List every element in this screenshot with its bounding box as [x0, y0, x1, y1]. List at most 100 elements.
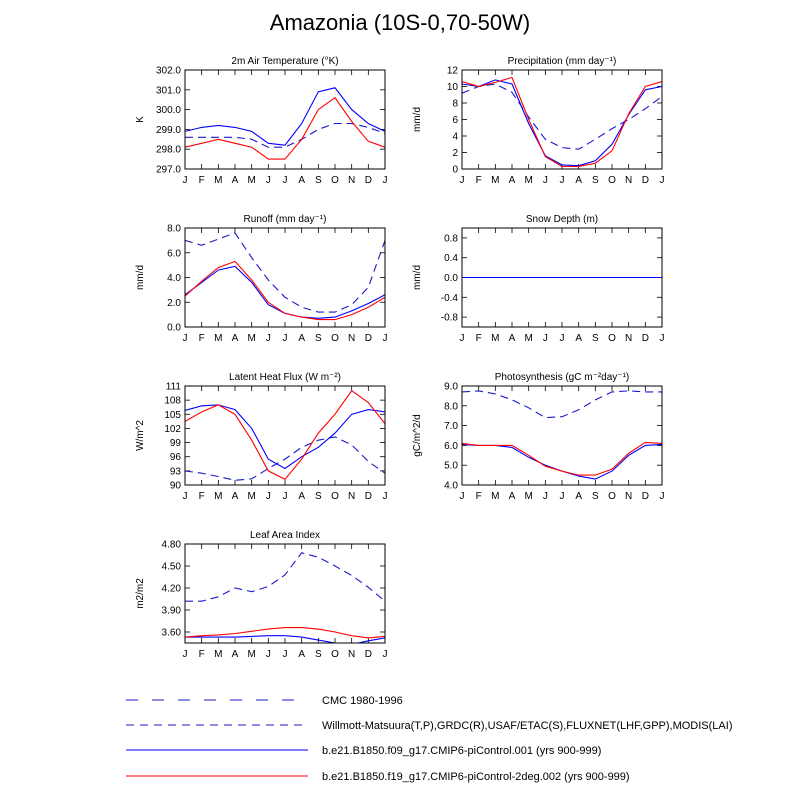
x-tick-label: A	[575, 175, 582, 186]
x-tick-label: F	[199, 333, 205, 344]
y-tick-label: 6	[452, 115, 458, 126]
x-tick-label: O	[331, 491, 339, 502]
x-tick-label: N	[625, 333, 632, 344]
x-tick-label: J	[560, 333, 565, 344]
x-tick-label: J	[560, 491, 565, 502]
series-line-blue	[462, 443, 662, 480]
x-tick-label: O	[331, 333, 339, 344]
y-tick-label: 0.0	[167, 323, 181, 334]
y-tick-label: 108	[164, 396, 181, 407]
y-tick-label: 0.4	[444, 253, 458, 264]
plot-frame	[184, 385, 386, 486]
chart-gpp: Photosynthesis (gC m⁻²day⁻¹) gC/m^2/d 4.0 5…	[412, 372, 665, 502]
y-tick-label: 12	[447, 66, 459, 77]
x-tick-label: J	[266, 175, 271, 186]
plot-frame	[461, 227, 663, 328]
x-tick-label: N	[348, 333, 355, 344]
series-line-red	[185, 389, 385, 480]
plot-frame	[184, 227, 386, 328]
y-tick-label: 4.20	[162, 584, 182, 595]
x-tick-label: A	[509, 175, 516, 186]
x-tick-label: S	[592, 491, 599, 502]
y-tick-label: 9.0	[444, 382, 458, 393]
x-tick-label: J	[266, 649, 271, 660]
x-tick-label: N	[348, 175, 355, 186]
y-axis-label: mm/d	[412, 107, 423, 132]
plot-frame	[184, 543, 386, 644]
x-tick-label: J	[543, 333, 548, 344]
series-line-red	[185, 260, 385, 321]
legend-label: b.e21.B1850.f09_g17.CMIP6-piControl.001 …	[322, 745, 601, 757]
x-tick-label: N	[625, 491, 632, 502]
series-line-dashed	[462, 83, 662, 150]
y-tick-label: 300.0	[156, 105, 181, 116]
x-tick-label: A	[298, 491, 305, 502]
x-tick-label: J	[183, 175, 188, 186]
x-tick-label: M	[214, 649, 222, 660]
y-tick-label: 302.0	[156, 66, 181, 77]
x-tick-label: A	[509, 491, 516, 502]
series-line-dashed	[185, 552, 385, 602]
x-tick-label: M	[524, 491, 532, 502]
y-axis-label: mm/d	[412, 265, 423, 290]
x-tick-label: M	[491, 333, 499, 344]
y-tick-label: -0.4	[441, 293, 459, 304]
y-tick-label: 0	[452, 165, 458, 176]
chart-runoff: Runoff (mm day⁻¹)mm/d0.02.04.06.08.0J F M A…	[135, 214, 388, 344]
y-tick-label: 4.0	[444, 481, 458, 492]
chart-title: Latent Heat Flux (W m⁻²)	[229, 372, 341, 383]
x-tick-label: A	[575, 491, 582, 502]
x-tick-label: J	[383, 649, 388, 660]
chart-title: Runoff (mm day⁻¹)	[244, 214, 327, 225]
x-tick-label: O	[608, 175, 616, 186]
chart-title: Snow Depth (m)	[526, 214, 598, 225]
legend-entry: Willmott-Matsuura(T,P),GRDC(R),USAF/ETAC…	[126, 720, 733, 732]
x-tick-label: J	[383, 491, 388, 502]
y-tick-label: 297.0	[156, 165, 181, 176]
y-tick-label: 6.0	[167, 248, 181, 259]
legend-entry: b.e21.B1850.f19_g17.CMIP6-piControl-2deg…	[126, 771, 630, 783]
y-tick-label: 4.80	[162, 540, 182, 551]
chart-snow: Snow Depth (m)mm/d-0.8-0.40.00.40.8J F M A M…	[412, 214, 665, 344]
y-tick-label: 105	[164, 410, 181, 421]
y-tick-label: 4.0	[167, 273, 181, 284]
x-tick-label: M	[214, 491, 222, 502]
x-tick-label: S	[315, 333, 322, 344]
x-tick-label: J	[266, 491, 271, 502]
y-tick-label: 3.90	[162, 606, 182, 617]
y-tick-label: 96	[170, 452, 182, 463]
x-tick-label: D	[365, 491, 372, 502]
series-line-red	[462, 441, 662, 476]
x-tick-label: J	[560, 175, 565, 186]
x-tick-label: A	[232, 175, 239, 186]
series-line-blue	[185, 265, 385, 319]
y-tick-label: 4	[452, 132, 458, 143]
y-tick-label: 0.8	[444, 233, 458, 244]
y-tick-label: 93	[170, 466, 182, 477]
series-line-dashed	[185, 232, 385, 313]
y-tick-label: -0.8	[441, 313, 459, 324]
chart-title: Photosynthesis (gC m⁻²day⁻¹)	[495, 372, 630, 383]
series-line-red	[462, 76, 662, 168]
x-tick-label: M	[524, 175, 532, 186]
x-tick-label: D	[365, 649, 372, 660]
x-tick-label: A	[232, 333, 239, 344]
x-tick-label: J	[460, 333, 465, 344]
series-line-blue	[185, 635, 385, 643]
x-tick-label: M	[247, 649, 255, 660]
x-tick-label: J	[660, 175, 665, 186]
y-tick-label: 301.0	[156, 85, 181, 96]
legend-label: Willmott-Matsuura(T,P),GRDC(R),USAF/ETAC…	[322, 720, 733, 732]
y-tick-label: 10	[447, 82, 459, 93]
legend: CMC 1980-1996 Willmott-Matsuura(T,P),GRDC…	[126, 695, 733, 783]
y-tick-label: 90	[170, 481, 182, 492]
x-tick-label: A	[232, 491, 239, 502]
series-line-blue	[462, 79, 662, 167]
chart-title: Precipitation (mm day⁻¹)	[508, 56, 617, 67]
x-tick-label: S	[315, 649, 322, 660]
x-tick-label: J	[460, 491, 465, 502]
x-tick-label: F	[199, 491, 205, 502]
x-tick-label: A	[232, 649, 239, 660]
x-tick-label: S	[315, 175, 322, 186]
